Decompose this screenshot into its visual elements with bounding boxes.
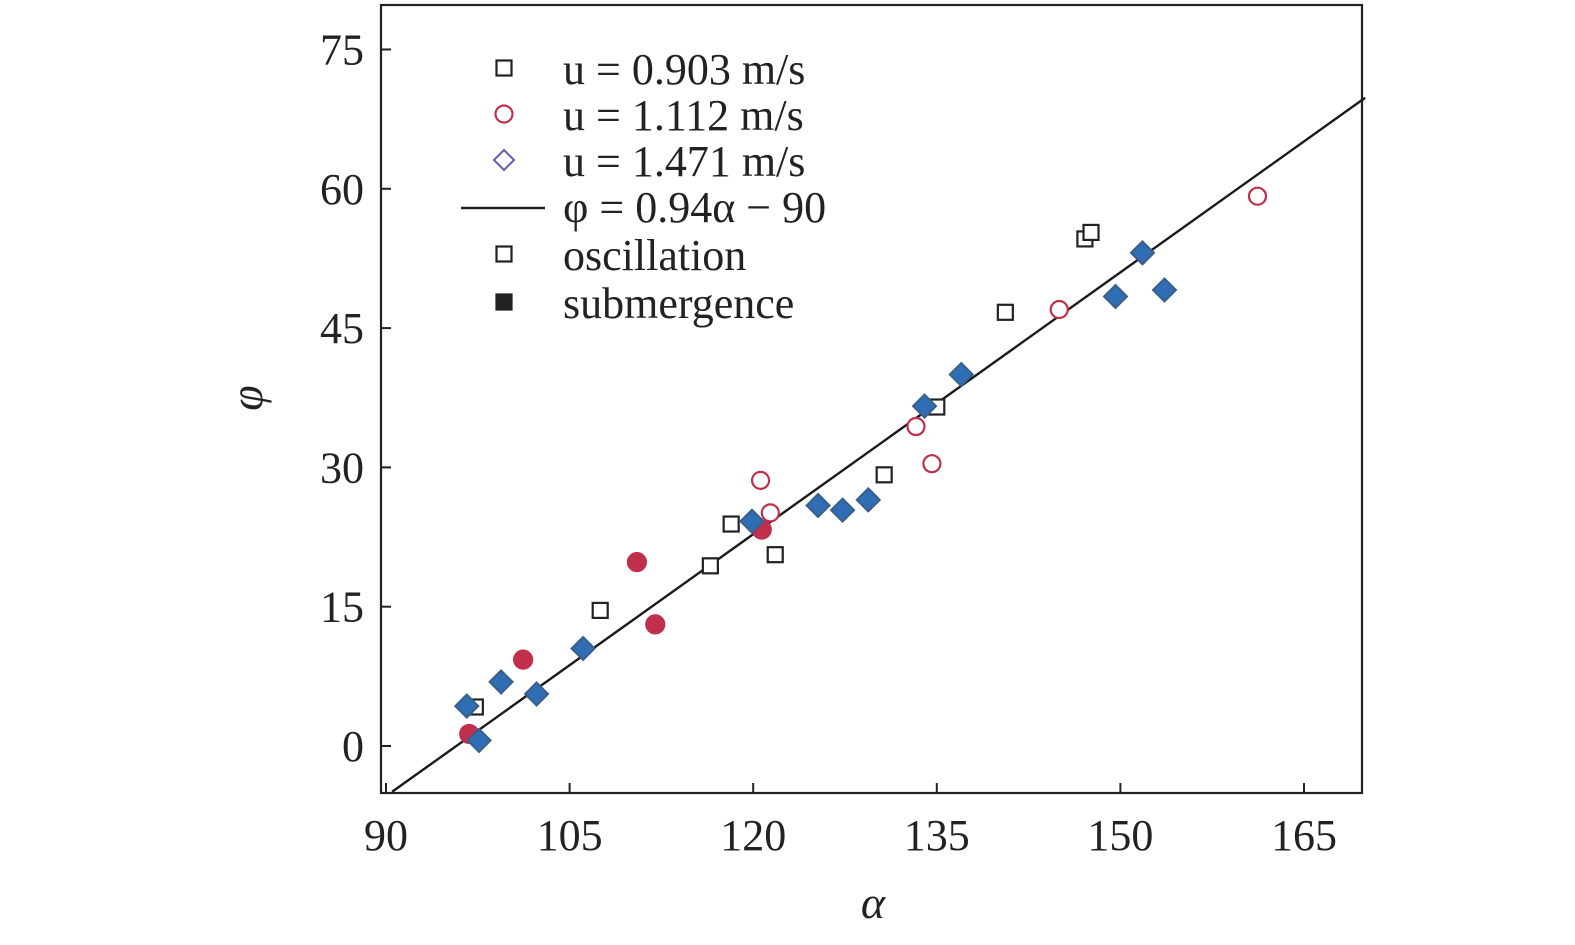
submergence-diamond-point: [739, 508, 765, 535]
oscillation-square-point: [1082, 223, 1100, 242]
y-tick-label: 15: [320, 583, 364, 632]
x-tick-label: 135: [904, 811, 970, 860]
oscillation-circle-point: [922, 454, 942, 474]
submergence-diamond-point: [523, 681, 550, 707]
submergence-diamond-point: [1102, 283, 1129, 310]
plot-frame: [379, 3, 1364, 795]
oscillation-square-point: [996, 303, 1014, 321]
oscillation-circle-point: [906, 416, 926, 437]
submergence-diamond-point: [453, 693, 480, 719]
legend-square-symbol: [495, 59, 513, 77]
submergence-diamond-point: [829, 497, 856, 524]
y-tick-label: 75: [320, 25, 364, 74]
submergence-diamond-point: [1129, 239, 1156, 266]
submergence-diamond-point: [805, 492, 831, 519]
submergence-diamond-point: [1151, 277, 1178, 303]
oscillation-circle-point: [1049, 299, 1069, 320]
y-tick-label: 45: [320, 304, 364, 353]
data-points: [453, 186, 1268, 754]
submergence-diamond-point: [570, 635, 596, 662]
legend-label: u = 0.903 m/s: [563, 45, 805, 94]
x-tick-label: 165: [1271, 811, 1337, 860]
oscillation-square-point: [591, 601, 609, 620]
y-tick-label: 30: [320, 443, 364, 492]
legend-filled-square-symbol: [495, 293, 513, 311]
fit-line-segment: [391, 96, 1366, 793]
legend-label: oscillation: [563, 231, 746, 280]
x-axis-title: α: [861, 877, 886, 928]
legend-label: submergence: [563, 279, 794, 328]
legend-label: φ = 0.94α − 90: [563, 183, 826, 232]
submergence-circle-point: [626, 552, 648, 573]
submergence-circle-point: [645, 614, 666, 635]
submergence-diamond-point: [855, 486, 882, 513]
oscillation-square-point: [875, 466, 893, 484]
oscillation-circle-point: [1247, 186, 1268, 206]
submergence-circle-point: [512, 649, 534, 670]
legend-label: u = 1.471 m/s: [563, 137, 805, 186]
oscillation-square-point: [766, 546, 784, 564]
plot-border: [379, 3, 1364, 795]
x-tick-label: 150: [1087, 811, 1153, 860]
submergence-diamond-point: [911, 393, 938, 420]
x-tick-label: 105: [537, 811, 603, 860]
submergence-diamond-point: [948, 361, 975, 388]
legend-circle-symbol: [494, 104, 514, 124]
oscillation-square-point: [701, 557, 719, 575]
y-tick-label: 60: [320, 165, 364, 214]
legend-label: u = 1.112 m/s: [563, 91, 804, 140]
x-axis-ticks: 90 105 120 135 150 165: [364, 783, 1337, 860]
x-tick-label: 90: [364, 811, 408, 860]
y-axis-title: φ: [221, 385, 272, 410]
legend: u = 0.903 m/su = 1.112 m/su = 1.471 m/sφ…: [461, 45, 826, 328]
legend-square-symbol: [495, 245, 513, 263]
oscillation-square-point: [722, 515, 740, 533]
y-tick-label: 0: [342, 722, 364, 771]
fit-line: [391, 96, 1366, 793]
oscillation-circle-point: [750, 470, 771, 490]
submergence-diamond-point: [466, 727, 492, 754]
oscillation-circle-point: [760, 503, 780, 523]
y-axis-ticks: 0 15 30 45 60 75: [320, 25, 391, 771]
submergence-diamond-point: [488, 669, 514, 695]
legend-diamond-symbol: [492, 148, 516, 172]
x-tick-label: 120: [720, 811, 786, 860]
